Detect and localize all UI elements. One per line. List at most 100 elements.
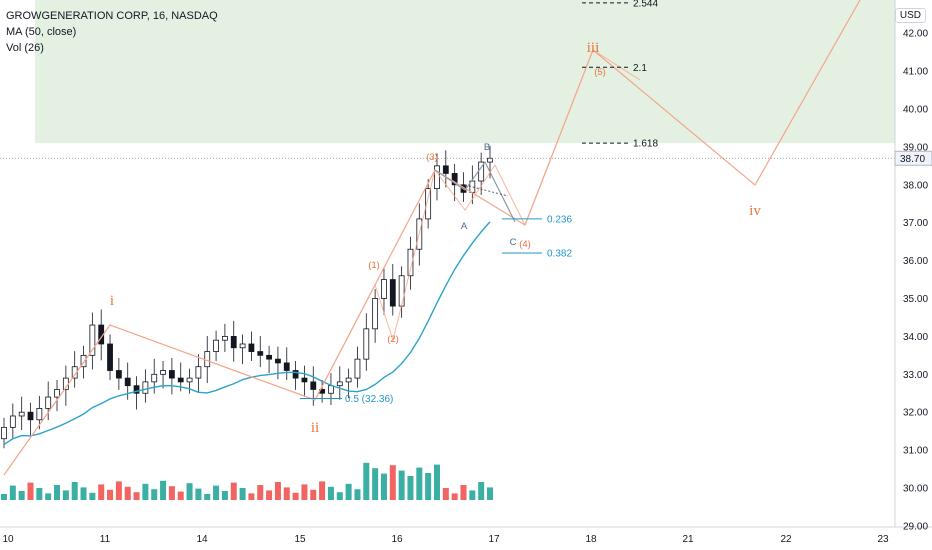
volume-bar <box>372 468 379 500</box>
candle-body <box>1 426 7 440</box>
x-tick-label: 21 <box>682 534 694 545</box>
candle-body <box>222 335 228 341</box>
trend-dotted-line <box>464 184 509 197</box>
fib-label: 0.382 <box>547 249 572 260</box>
candle-body <box>354 358 361 379</box>
candle-body <box>345 377 352 383</box>
candle-body <box>230 335 237 349</box>
volume-bar <box>115 481 122 500</box>
candle-body <box>89 324 96 356</box>
x-tick-label: 10 <box>2 534 14 545</box>
sub-wave-label: (5) <box>594 67 606 78</box>
volume-bar <box>248 493 255 500</box>
x-tick-label: 14 <box>196 534 208 545</box>
candle-body <box>451 173 458 186</box>
sub-wave-path <box>314 49 641 401</box>
volume-bar <box>425 473 432 500</box>
candle-body <box>336 381 343 387</box>
volume-bar <box>416 467 423 500</box>
candle-body <box>239 343 246 349</box>
candle-body <box>151 373 158 383</box>
volume-bar <box>27 482 34 500</box>
candle-body <box>301 377 308 383</box>
volume-bar <box>133 492 140 500</box>
candle-body <box>328 385 334 394</box>
candle-body <box>142 381 149 394</box>
sub-wave-label: (1) <box>368 260 380 271</box>
sub-wave-label: (2) <box>387 334 399 345</box>
fib-label: 2.1 <box>633 63 647 74</box>
volume-bar <box>107 489 114 500</box>
fib-label: 2.544 <box>633 0 658 9</box>
volume-bar <box>195 488 202 500</box>
y-tick-label: 37.00 <box>903 218 928 229</box>
candle-body <box>45 396 52 409</box>
volume-bar <box>204 494 211 500</box>
volume-bar <box>71 482 78 500</box>
candle-body <box>372 298 379 330</box>
x-tick-label: 23 <box>877 534 889 545</box>
candle-body <box>363 328 370 360</box>
y-tick-label: 35.00 <box>903 294 928 305</box>
volume-bar <box>18 491 25 500</box>
candle-body <box>133 385 140 394</box>
y-tick-label: 31.00 <box>903 446 928 457</box>
candle-body <box>381 279 387 299</box>
y-tick-label: 36.00 <box>903 256 928 267</box>
volume-bar <box>283 487 290 500</box>
volume-layer <box>1 462 493 500</box>
impulse-wave-label: i <box>110 293 114 309</box>
fib-label: 0.236 <box>547 214 572 225</box>
volume-bar <box>389 465 396 500</box>
currency-button[interactable]: USD <box>894 8 926 23</box>
volume-bar <box>345 483 352 500</box>
candle-body <box>27 411 34 421</box>
candle-body <box>160 370 166 375</box>
correction-path <box>434 160 516 223</box>
symbol-title[interactable]: GROWGENERATION CORP, 16, NASDAQ <box>6 10 218 22</box>
volume-bar <box>460 485 467 500</box>
volume-indicator-label[interactable]: Vol (26) <box>6 42 44 54</box>
candle-body <box>266 354 272 360</box>
candle-body <box>115 370 122 379</box>
volume-bar <box>239 488 246 500</box>
volume-bar <box>230 482 237 500</box>
x-tick-label: 15 <box>294 534 306 545</box>
volume-bar <box>98 484 105 500</box>
volume-bar <box>327 486 334 500</box>
candle-body <box>36 408 43 421</box>
impulse-wave-label: iv <box>749 203 761 219</box>
ma-indicator-label[interactable]: MA (50, close) <box>6 26 77 38</box>
y-tick-label: 39.00 <box>903 142 928 153</box>
volume-bar <box>62 490 69 500</box>
x-tick-label: 18 <box>585 534 597 545</box>
fib-label: 0.5 (32.36) <box>345 394 393 405</box>
candle-body <box>442 165 449 174</box>
volume-bar <box>257 485 264 500</box>
correction-wave-label: A <box>461 221 468 232</box>
volume-bar <box>9 485 16 500</box>
candle-body <box>204 351 211 368</box>
volume-bar <box>319 481 326 500</box>
candle-body <box>80 354 87 368</box>
candle-body <box>195 366 202 379</box>
y-tick-label: 38.00 <box>903 180 928 191</box>
sub-wave-label: (4) <box>519 239 531 250</box>
last-price-text: 38.70 <box>900 154 925 165</box>
y-tick-label: 34.00 <box>903 332 928 343</box>
candle-body <box>54 389 60 398</box>
target-zone-layer <box>35 0 895 144</box>
volume-bar <box>54 485 61 500</box>
y-tick-label: 30.00 <box>903 484 928 495</box>
x-tick-label: 16 <box>391 534 403 545</box>
candle-body <box>407 248 414 277</box>
impulse-wave-label: ii <box>311 420 319 436</box>
candle-body <box>389 279 396 307</box>
candle-body <box>310 381 317 390</box>
y-tick-label: 41.00 <box>903 67 928 78</box>
y-tick-label: 42.00 <box>903 29 928 40</box>
candle-body <box>18 411 25 417</box>
volume-bar <box>380 473 387 500</box>
volume-bar <box>160 480 167 500</box>
